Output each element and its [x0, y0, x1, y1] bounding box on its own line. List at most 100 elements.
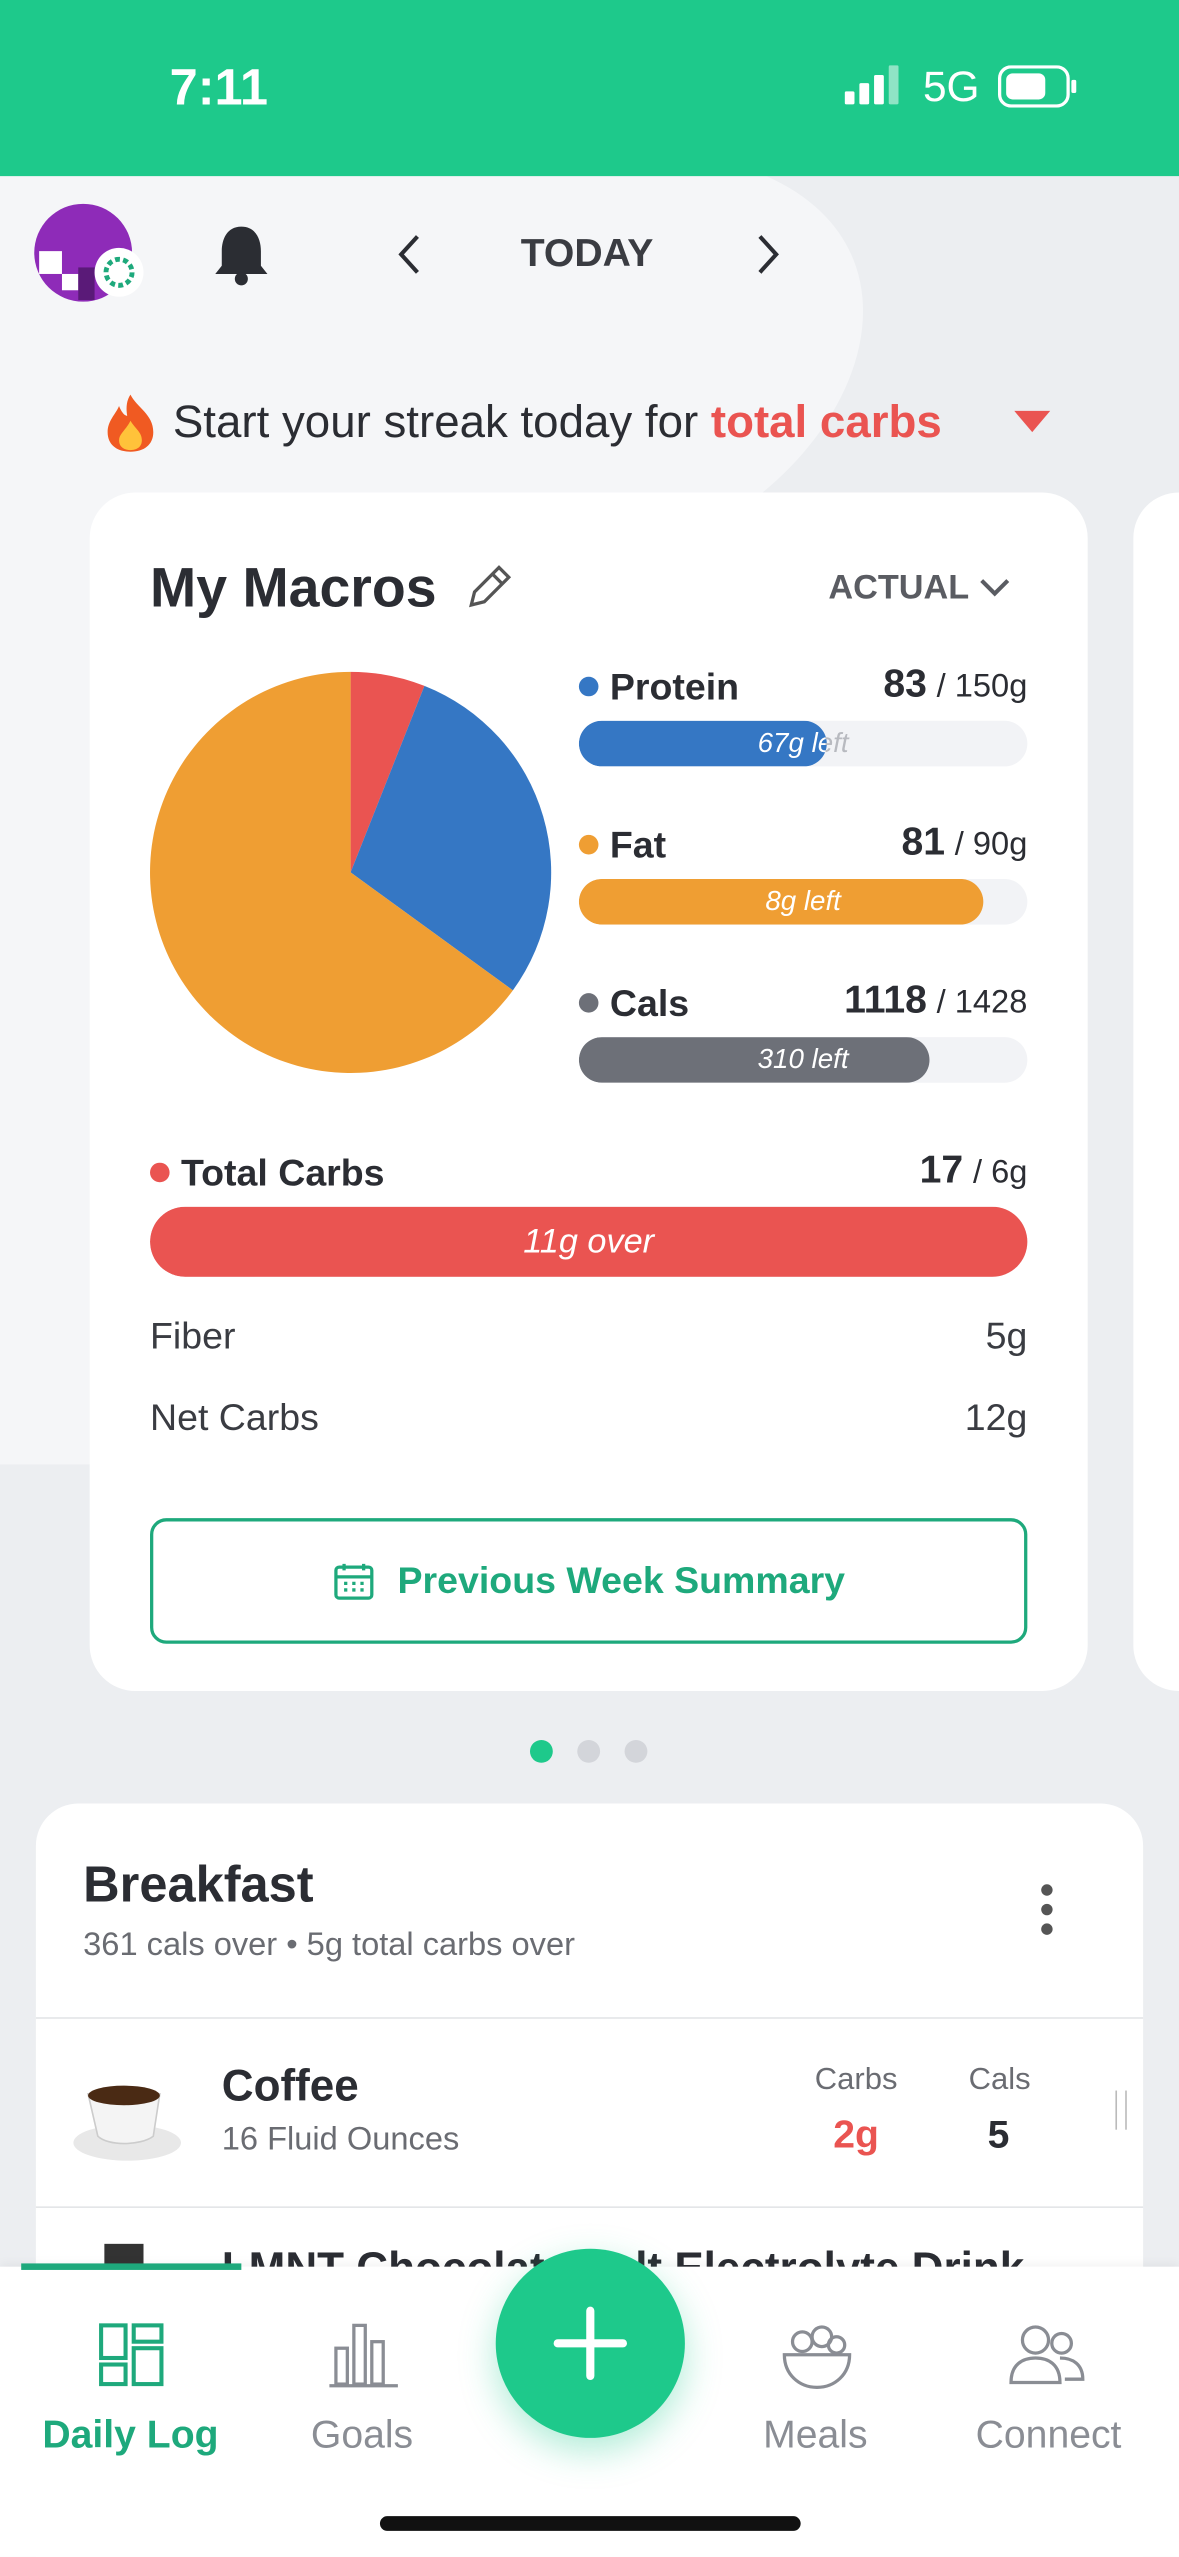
calendar-icon [333, 1563, 374, 1599]
progress-text: 11g over [523, 1223, 655, 1261]
nav-label[interactable]: Meals [763, 2413, 868, 2458]
next-day[interactable] [750, 232, 789, 278]
meals-icon[interactable] [779, 2322, 854, 2394]
macro-label: Cals [609, 980, 690, 1024]
streak-label: Start your streak today for [172, 396, 699, 447]
mode-label[interactable]: ACTUAL [828, 569, 970, 607]
detail-label: Fiber [150, 1314, 236, 1357]
macro-row: Fat 81/ 90g [578, 820, 1027, 867]
progress-track: 67g left [578, 720, 1028, 767]
macro-dot [578, 834, 599, 855]
macro-name: Total Carbs [150, 1150, 385, 1194]
progress-bar [578, 878, 983, 925]
macro-row: Cals 1118/ 1428 [578, 978, 1027, 1025]
summary-button[interactable]: Previous Week Summary [150, 1518, 1028, 1644]
next-card [1133, 492, 1179, 1692]
macro-goal: / 150g [936, 668, 1028, 705]
cals-value: 5 [987, 2113, 1010, 2158]
divider [35, 2206, 1144, 2208]
progress-text: 67g left [579, 721, 1027, 767]
drag-handle[interactable] [1115, 2090, 1127, 2130]
macro-values: 81/ 90g [901, 820, 1027, 866]
macro-values: 17/ 6g [920, 1148, 1028, 1194]
edit-icon[interactable] [463, 561, 515, 613]
streak-text: Start your streak today for total carbs [173, 396, 942, 448]
nav-label[interactable]: Goals [310, 2413, 414, 2458]
divider [35, 2017, 1144, 2019]
macro-row: Total Carbs 17/ 6g [150, 1148, 1027, 1194]
detail-row: Fiber 5g [150, 1314, 1027, 1358]
meal-subtitle: 361 cals over • 5g total carbs over [83, 1927, 576, 1964]
signal-icon [844, 65, 899, 105]
macro-name: Fat [578, 822, 667, 867]
progress-bar [150, 1206, 1028, 1277]
progress-track: 8g left [578, 878, 1028, 925]
macro-values: 83/ 150g [883, 662, 1027, 708]
macro-row: Protein 83/ 150g [578, 662, 1027, 709]
macro-label: Fat [609, 822, 667, 866]
battery-icon [997, 65, 1077, 108]
card-title: My Macros [150, 557, 437, 620]
food-serving: 16 Fluid Ounces [221, 2121, 460, 2158]
macro-values: 1118/ 1428 [844, 978, 1027, 1024]
meal-title: Breakfast [83, 1855, 314, 1913]
pie-slice [350, 671, 425, 873]
pie-slice [350, 685, 552, 991]
coffee-image [73, 2085, 182, 2161]
carbs-value: 2g [833, 2113, 879, 2158]
nav-indicator [21, 2263, 242, 2270]
plus-icon [553, 2306, 628, 2381]
macro-dot [578, 676, 599, 697]
add-button[interactable] [495, 2248, 685, 2438]
progress-track: 310 left [578, 1037, 1028, 1083]
macro-actual: 83 [883, 662, 927, 707]
macro-actual: 1118 [844, 978, 927, 1023]
mode-chevron[interactable] [975, 567, 1014, 606]
time: 7:11 [169, 58, 268, 116]
macro-goal: / 1428 [936, 984, 1028, 1021]
progress-bar [578, 720, 828, 767]
macro-actual: 81 [901, 820, 946, 865]
summary-label: Previous Week Summary [397, 1558, 846, 1602]
goals-icon[interactable] [326, 2319, 401, 2391]
progress-track: 11g over [150, 1206, 1028, 1277]
macro-label: Total Carbs [181, 1150, 385, 1193]
progress-text: 310 left [757, 1043, 849, 1075]
progress-bar [578, 1037, 930, 1083]
nav-label[interactable]: Connect [975, 2413, 1122, 2458]
network: 5G [922, 61, 980, 111]
connect-icon[interactable] [1008, 2322, 1086, 2387]
macro-dot [578, 993, 599, 1013]
macro-goal: / 90g [954, 826, 1028, 863]
macro-goal: / 6g [972, 1154, 1028, 1191]
food-name[interactable]: Coffee [221, 2061, 359, 2111]
cals-label: Cals [968, 2062, 1031, 2098]
bell-icon[interactable] [209, 222, 274, 287]
pie-slice [150, 671, 513, 1074]
streak-highlight[interactable]: total carbs [710, 396, 942, 447]
detail-row: Net Carbs 12g [150, 1396, 1027, 1440]
fire-icon [107, 394, 154, 452]
macro-pie [150, 671, 552, 1074]
streak-dropdown[interactable] [1011, 408, 1053, 437]
macro-label: Protein [609, 664, 740, 707]
nav-label[interactable]: Daily Log [42, 2413, 219, 2458]
status-bar [0, 0, 1179, 177]
daily-log-icon[interactable] [98, 2322, 166, 2387]
carbs-label: Carbs [814, 2062, 898, 2098]
macro-name: Cals [578, 980, 690, 1025]
home-indicator [379, 2516, 801, 2531]
prev-day[interactable] [391, 232, 430, 278]
meal-menu[interactable] [1031, 1882, 1064, 1941]
macro-actual: 17 [919, 1148, 964, 1193]
macro-name: Protein [578, 664, 740, 709]
page-dots [529, 1739, 648, 1763]
macro-dot [150, 1162, 170, 1183]
detail-value: 12g [964, 1395, 1028, 1439]
progress-text: 8g left [765, 885, 841, 917]
detail-value: 5g [985, 1314, 1028, 1357]
avatar[interactable] [33, 202, 150, 306]
date-label: TODAY [520, 231, 654, 276]
